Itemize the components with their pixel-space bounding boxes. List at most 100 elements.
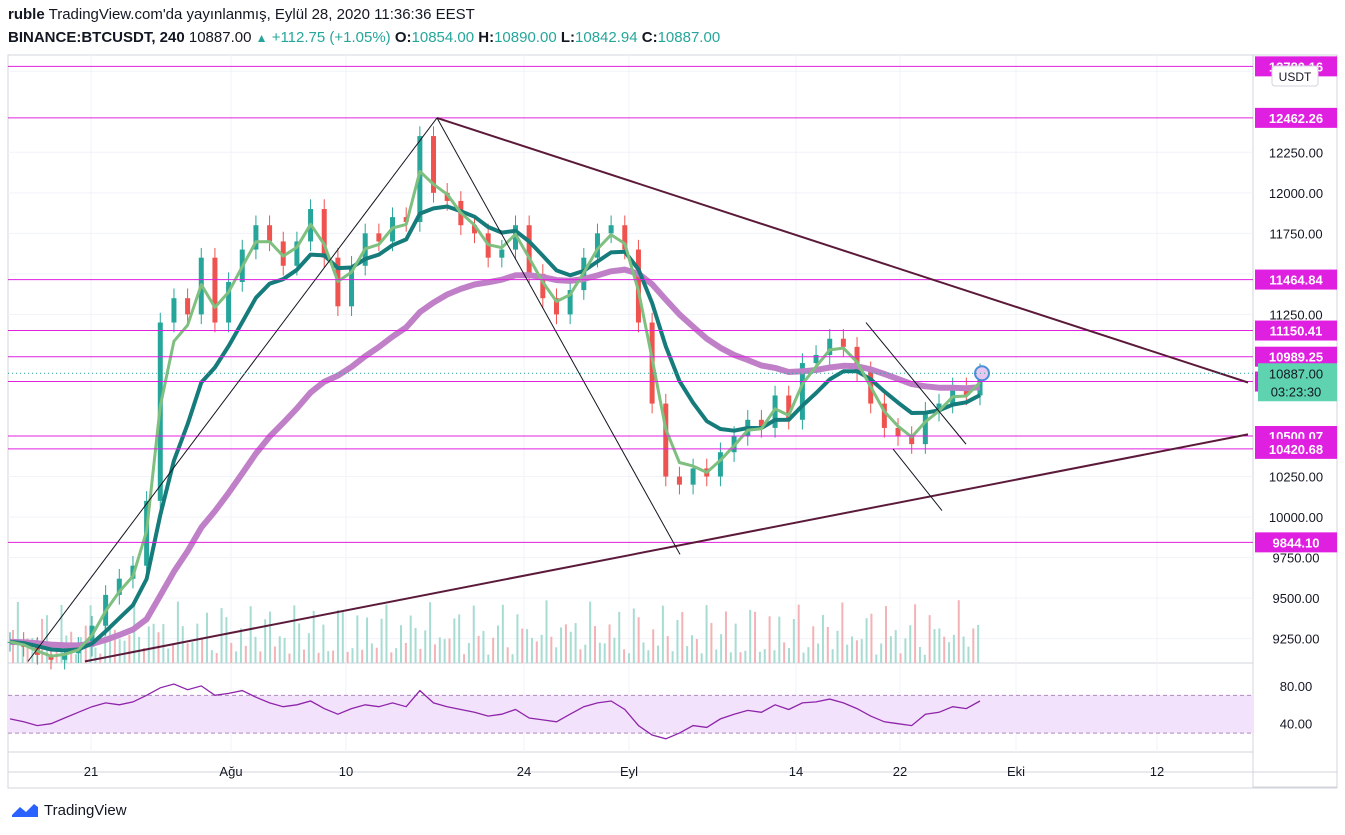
ema-mid-line (9, 204, 981, 653)
level-label: 9844.10 (1273, 535, 1320, 550)
candle-body (922, 411, 928, 445)
volume-bar (230, 642, 233, 663)
volume-bar (637, 617, 640, 663)
last-price-label: 10887.00 (1269, 366, 1323, 381)
volume-bar (671, 651, 674, 663)
candle-body (349, 265, 355, 307)
candle-body (895, 427, 901, 437)
level-label: 11150.41 (1270, 324, 1323, 339)
x-tick-label: 14 (789, 764, 803, 779)
volume-bar (443, 639, 446, 663)
volume-bar (307, 633, 310, 663)
x-tick-label: 24 (517, 764, 531, 779)
volume-bar (957, 600, 960, 663)
volume-bar (31, 637, 34, 663)
volume-bar (938, 628, 941, 663)
candle-body (690, 468, 696, 485)
volume-bar (21, 644, 24, 663)
candle-body (608, 225, 614, 234)
price-chart[interactable]: 21 Ağu 10 24 Eyl 14 22 Eki 12 9250.00 9500.00 9750.… (0, 0, 1345, 800)
volume-bar (196, 623, 199, 663)
volume-bar (623, 649, 626, 663)
volume-bar (516, 614, 519, 663)
candle-body (827, 338, 833, 355)
level-label: 10989.25 (1269, 350, 1323, 365)
x-tick-label: Ağu (219, 764, 242, 779)
author: ruble (8, 6, 45, 23)
level-badge (1255, 320, 1337, 341)
volume-bar (45, 615, 48, 663)
volume-bar (186, 643, 189, 663)
volume-bar (792, 619, 795, 663)
volume-bar (734, 623, 737, 663)
ema-slow-line (9, 266, 981, 649)
candle-body (676, 476, 682, 485)
volume-bar (128, 634, 131, 663)
y-tick-label: 12250.00 (1269, 145, 1323, 160)
price-scale (1252, 54, 1338, 788)
volume-bar (341, 612, 344, 663)
volume-bar (152, 623, 155, 663)
candle-body (444, 192, 450, 201)
volume-bar (332, 650, 335, 663)
open-label: O: (394, 29, 412, 46)
volume-bar (851, 636, 854, 663)
volume-bar (191, 642, 194, 663)
volume-bar (264, 619, 267, 663)
y-tick-label: 9500.00 (1273, 591, 1320, 606)
candle-body (472, 225, 478, 234)
volume-bar (904, 638, 907, 663)
rally-line (27, 117, 438, 662)
volume-bar (826, 627, 829, 663)
volume-bar (113, 629, 116, 663)
tradingview-brand[interactable]: TradingView (10, 801, 127, 819)
volume-bar (574, 623, 577, 663)
candle-body (909, 436, 915, 445)
volume-bar (797, 604, 800, 663)
volume-bar (686, 646, 689, 663)
volume-bar (589, 601, 592, 663)
volume-bar (724, 611, 727, 663)
volume-bar (948, 642, 951, 663)
volume-bar (361, 649, 364, 663)
candle-body (321, 209, 327, 258)
volume-bar (404, 642, 407, 663)
volume-bar (768, 616, 771, 663)
candle-body (226, 281, 232, 323)
volume-bar (860, 639, 863, 663)
volume-bar (962, 636, 965, 663)
volume-bar (312, 610, 315, 663)
x-tick-label: 22 (893, 764, 907, 779)
volume-bar (288, 653, 291, 663)
countdown-label: 03:23:30 (1271, 384, 1322, 399)
low-value: 10842.94 (575, 29, 638, 46)
volume-bar (317, 652, 320, 663)
last-price-badge (1258, 363, 1337, 402)
y-tick-label: 10250.00 (1269, 470, 1323, 485)
volume-bar (249, 606, 252, 663)
volume-bar (555, 647, 558, 663)
volume-bar (914, 604, 917, 663)
ema-fast-line (9, 169, 982, 658)
volume-bar (123, 640, 126, 663)
volume-bar (977, 624, 980, 663)
volume-bar (855, 640, 858, 663)
volume-bar (225, 617, 228, 663)
volume-bar (12, 630, 14, 663)
candle-body (840, 338, 846, 347)
volume-bar (807, 647, 810, 663)
volume-bar (351, 648, 354, 663)
low-label: L: (560, 29, 576, 46)
volume-bar (928, 615, 931, 663)
volume-bar (783, 642, 786, 663)
volume-bar (666, 636, 669, 663)
volume-bar (429, 602, 432, 663)
lower-trendline (84, 433, 1249, 663)
volume-bar (812, 626, 815, 663)
ohlc-legend: BINANCE:BTCUSDT, 240 10887.00 ▲ +112.75 … (8, 29, 720, 46)
up-arrow-icon: ▲ (255, 31, 268, 45)
volume-bar (627, 653, 630, 663)
volume-bar (303, 649, 305, 663)
high-label: H: (478, 29, 495, 46)
level-badge (1255, 346, 1337, 367)
